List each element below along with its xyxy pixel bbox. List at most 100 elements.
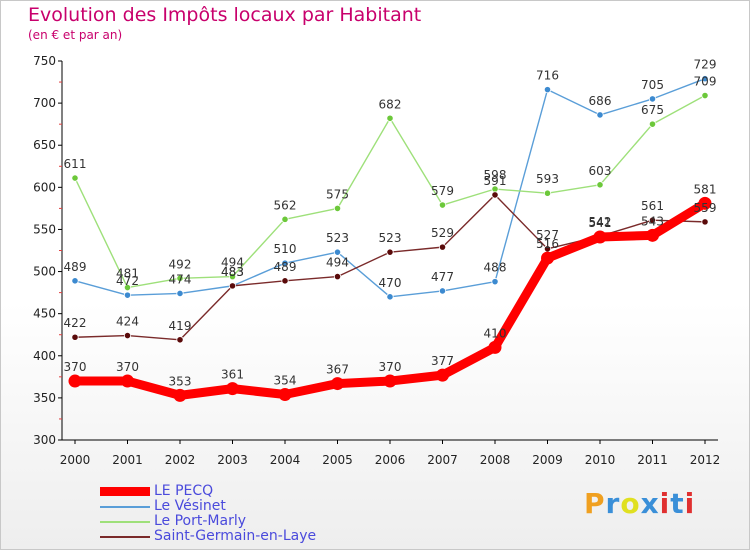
y-tick-label: 500	[33, 265, 56, 279]
x-tick-label: 2006	[375, 453, 406, 467]
data-point	[646, 228, 659, 242]
proxiti-logo: Proxiti	[584, 487, 695, 520]
data-point	[701, 75, 709, 83]
data-point	[438, 201, 447, 209]
data-label: 354	[274, 374, 297, 388]
data-label: 494	[326, 256, 349, 270]
data-point	[593, 230, 607, 244]
data-point	[281, 259, 289, 267]
logo-letter: i	[659, 487, 671, 520]
data-label: 481	[116, 267, 139, 281]
data-point	[176, 274, 184, 282]
data-point	[491, 191, 499, 199]
legend-swatch	[100, 505, 150, 508]
x-tick-label: 2007	[427, 453, 458, 467]
logo-letter: r	[605, 487, 621, 520]
data-label: 510	[274, 242, 297, 256]
data-point	[491, 278, 499, 286]
y-tick-label: 550	[33, 222, 56, 236]
data-label: 559	[694, 201, 717, 215]
x-tick-label: 2001	[112, 453, 143, 467]
data-label: 474	[169, 272, 192, 286]
data-label: 361	[221, 368, 244, 382]
x-tick-label: 2009	[532, 453, 563, 467]
legend-label: Saint-Germain-en-Laye	[154, 528, 317, 544]
legend-swatch	[100, 487, 150, 496]
data-label: 541	[589, 216, 612, 230]
data-point	[436, 368, 449, 382]
data-label: 523	[379, 231, 402, 245]
y-tick-label: 300	[33, 433, 56, 447]
data-label: 370	[64, 360, 87, 374]
legend-item-le-pecq: LE PECQ	[100, 484, 316, 499]
data-label: 591	[484, 174, 507, 188]
data-point	[543, 86, 552, 94]
chart-title: Evolution des Impôts locaux par Habitant	[28, 4, 422, 26]
data-point	[438, 243, 447, 251]
legend-label: Le Port-Marly	[154, 513, 247, 529]
data-label: 579	[431, 184, 454, 198]
data-point	[701, 91, 709, 100]
data-label: 353	[169, 374, 192, 388]
x-tick-label: 2012	[690, 453, 721, 467]
data-label: 729	[694, 58, 717, 72]
data-label: 575	[326, 187, 349, 201]
data-label: 494	[221, 256, 244, 270]
x-tick-label: 2008	[480, 453, 511, 467]
logo-letter: x	[640, 487, 660, 520]
data-point	[596, 111, 604, 119]
data-label: 716	[536, 69, 559, 83]
data-label: 527	[536, 228, 559, 242]
x-tick-label: 2004	[270, 453, 301, 467]
data-point	[123, 283, 132, 292]
x-tick-label: 2000	[60, 453, 91, 467]
legend-label: Le Vésinet	[154, 498, 226, 514]
data-point	[71, 333, 79, 341]
logo-letter: o	[620, 487, 641, 520]
data-label: 483	[221, 265, 244, 279]
data-point	[386, 293, 394, 301]
data-label: 682	[379, 97, 402, 111]
legend-swatch	[100, 520, 150, 523]
data-point	[488, 340, 502, 354]
data-label: 709	[694, 75, 717, 89]
y-tick-label: 600	[33, 180, 56, 194]
data-label: 611	[64, 157, 87, 171]
data-point	[176, 336, 184, 344]
data-point	[648, 120, 657, 128]
data-point	[281, 277, 289, 285]
data-point	[68, 374, 82, 388]
data-label: 422	[64, 316, 87, 330]
data-label: 472	[116, 274, 139, 288]
x-tick-label: 2010	[585, 453, 616, 467]
x-tick-label: 2011	[637, 453, 668, 467]
data-label: 370	[379, 360, 402, 374]
chart-subtitle: (en € et par an)	[28, 28, 123, 42]
data-label: 419	[169, 319, 192, 333]
data-point	[331, 377, 344, 391]
data-point	[698, 196, 712, 210]
data-point	[123, 331, 132, 340]
x-tick-label: 2002	[165, 453, 196, 467]
legend-item-saint-germain-en-laye: Saint-Germain-en-Laye	[100, 529, 316, 544]
legend-item-le-vesinet: Le Vésinet	[100, 499, 316, 514]
data-point	[648, 95, 657, 103]
data-point	[281, 215, 289, 223]
data-point	[278, 388, 292, 402]
data-label: 598	[484, 168, 507, 182]
data-point	[176, 289, 184, 298]
data-label: 483	[221, 265, 244, 279]
data-point	[543, 189, 552, 197]
data-label: 492	[169, 257, 192, 271]
data-label: 705	[641, 78, 664, 92]
data-label: 377	[431, 354, 454, 368]
data-label: 424	[116, 315, 139, 329]
data-label: 489	[274, 260, 297, 274]
logo-letter: P	[584, 487, 606, 520]
data-point	[386, 114, 394, 122]
y-tick-label: 350	[33, 391, 56, 405]
data-label: 603	[589, 164, 612, 178]
data-label: 542	[589, 215, 612, 229]
